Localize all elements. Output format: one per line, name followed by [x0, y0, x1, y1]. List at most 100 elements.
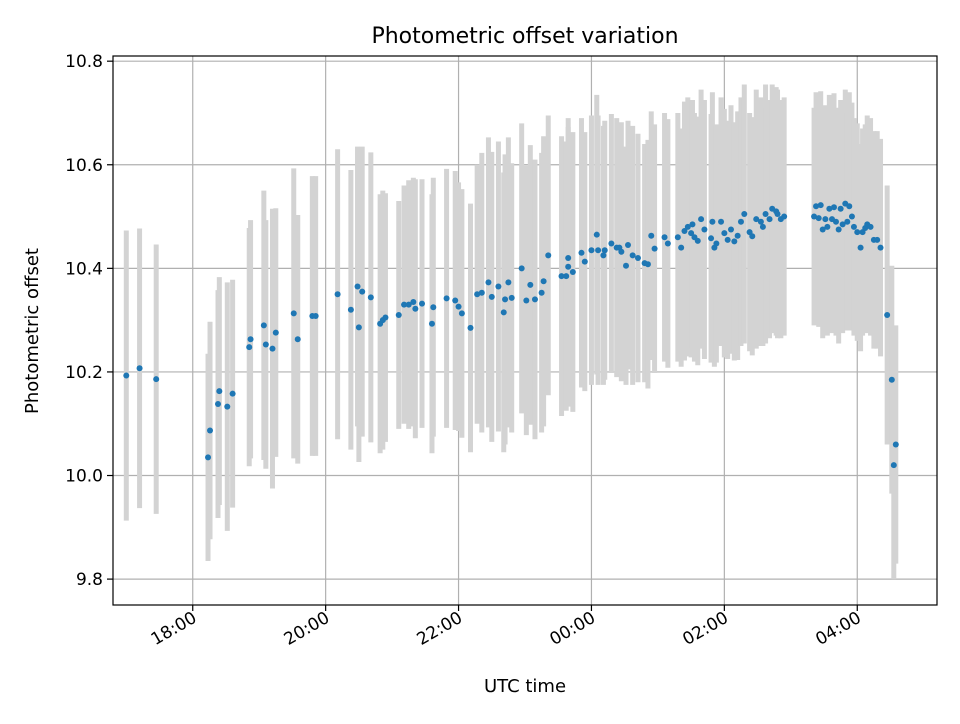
- data-point: [846, 203, 853, 210]
- data-point: [354, 283, 361, 290]
- data-points: [123, 200, 899, 469]
- data-point: [214, 401, 221, 408]
- data-point: [625, 242, 631, 249]
- data-point: [857, 244, 864, 251]
- data-point: [819, 226, 826, 233]
- y-tick-label: 10.2: [65, 363, 103, 383]
- data-point: [359, 288, 366, 295]
- data-point: [824, 223, 831, 230]
- data-point: [269, 345, 276, 352]
- y-tick-label: 10.8: [65, 52, 103, 72]
- data-point: [410, 299, 417, 306]
- data-point: [565, 263, 572, 270]
- data-point: [540, 278, 547, 285]
- data-point: [749, 233, 756, 240]
- data-point: [766, 216, 773, 223]
- data-point: [684, 223, 691, 230]
- data-point: [741, 210, 748, 217]
- data-point: [708, 235, 715, 242]
- data-point: [207, 427, 214, 434]
- data-point: [724, 236, 731, 243]
- data-point: [581, 258, 588, 265]
- data-point: [229, 390, 236, 397]
- data-point: [601, 247, 608, 254]
- data-point: [713, 240, 720, 247]
- data-point: [205, 454, 212, 461]
- data-point: [737, 218, 744, 225]
- data-point: [502, 296, 509, 303]
- data-point: [443, 295, 450, 302]
- data-point: [452, 297, 459, 304]
- data-point: [831, 204, 837, 211]
- data-point: [488, 293, 495, 300]
- data-point: [854, 229, 861, 236]
- data-point: [538, 289, 545, 296]
- data-point: [262, 341, 269, 348]
- data-point: [595, 247, 602, 254]
- data-point: [644, 261, 651, 268]
- data-point: [688, 230, 695, 237]
- data-point: [412, 305, 419, 312]
- data-point: [811, 213, 818, 220]
- data-point: [681, 228, 688, 235]
- data-point: [428, 320, 435, 327]
- data-point: [467, 324, 474, 331]
- data-point: [247, 336, 254, 343]
- data-point: [839, 221, 846, 228]
- y-tick-label: 10.4: [65, 259, 103, 279]
- data-point: [608, 240, 615, 247]
- data-point: [884, 311, 891, 318]
- chart-title: Photometric offset variation: [371, 24, 678, 49]
- data-point: [153, 376, 160, 383]
- data-point: [651, 245, 658, 252]
- data-point: [618, 248, 625, 255]
- data-point: [588, 247, 595, 254]
- y-tick-label: 10.6: [65, 156, 103, 176]
- data-point: [781, 213, 788, 220]
- data-point: [136, 365, 143, 372]
- data-point: [721, 230, 728, 237]
- data-point: [260, 322, 267, 329]
- data-point: [822, 216, 829, 223]
- data-point: [731, 238, 738, 245]
- data-point: [405, 301, 412, 308]
- data-point: [518, 265, 525, 272]
- data-point: [395, 311, 402, 318]
- data-point: [877, 244, 884, 251]
- data-point: [832, 218, 839, 225]
- data-point: [674, 234, 681, 241]
- data-point: [661, 234, 668, 241]
- data-point: [419, 300, 425, 307]
- data-point: [698, 216, 705, 223]
- data-point: [578, 249, 585, 256]
- data-point: [272, 329, 279, 336]
- data-point: [813, 203, 820, 210]
- data-point: [401, 301, 408, 308]
- data-point: [505, 279, 512, 286]
- data-point: [334, 291, 341, 298]
- data-point: [888, 376, 895, 383]
- data-point: [123, 372, 130, 379]
- data-point: [757, 218, 764, 225]
- data-point: [815, 215, 822, 222]
- data-point: [474, 291, 481, 298]
- data-point: [844, 218, 851, 225]
- data-point: [500, 309, 507, 316]
- data-point: [224, 403, 231, 410]
- data-point: [216, 388, 223, 395]
- data-point: [623, 262, 630, 269]
- data-point: [709, 218, 716, 225]
- data-point: [430, 304, 437, 311]
- y-axis-label: Photometric offset: [22, 248, 43, 414]
- data-point: [867, 223, 874, 230]
- data-point: [817, 202, 824, 209]
- data-point: [478, 289, 485, 296]
- data-point: [664, 240, 671, 247]
- data-point: [850, 223, 857, 230]
- data-point: [569, 268, 576, 275]
- data-point: [629, 252, 636, 259]
- data-point: [382, 314, 389, 321]
- data-point: [347, 306, 354, 313]
- data-point: [558, 273, 565, 280]
